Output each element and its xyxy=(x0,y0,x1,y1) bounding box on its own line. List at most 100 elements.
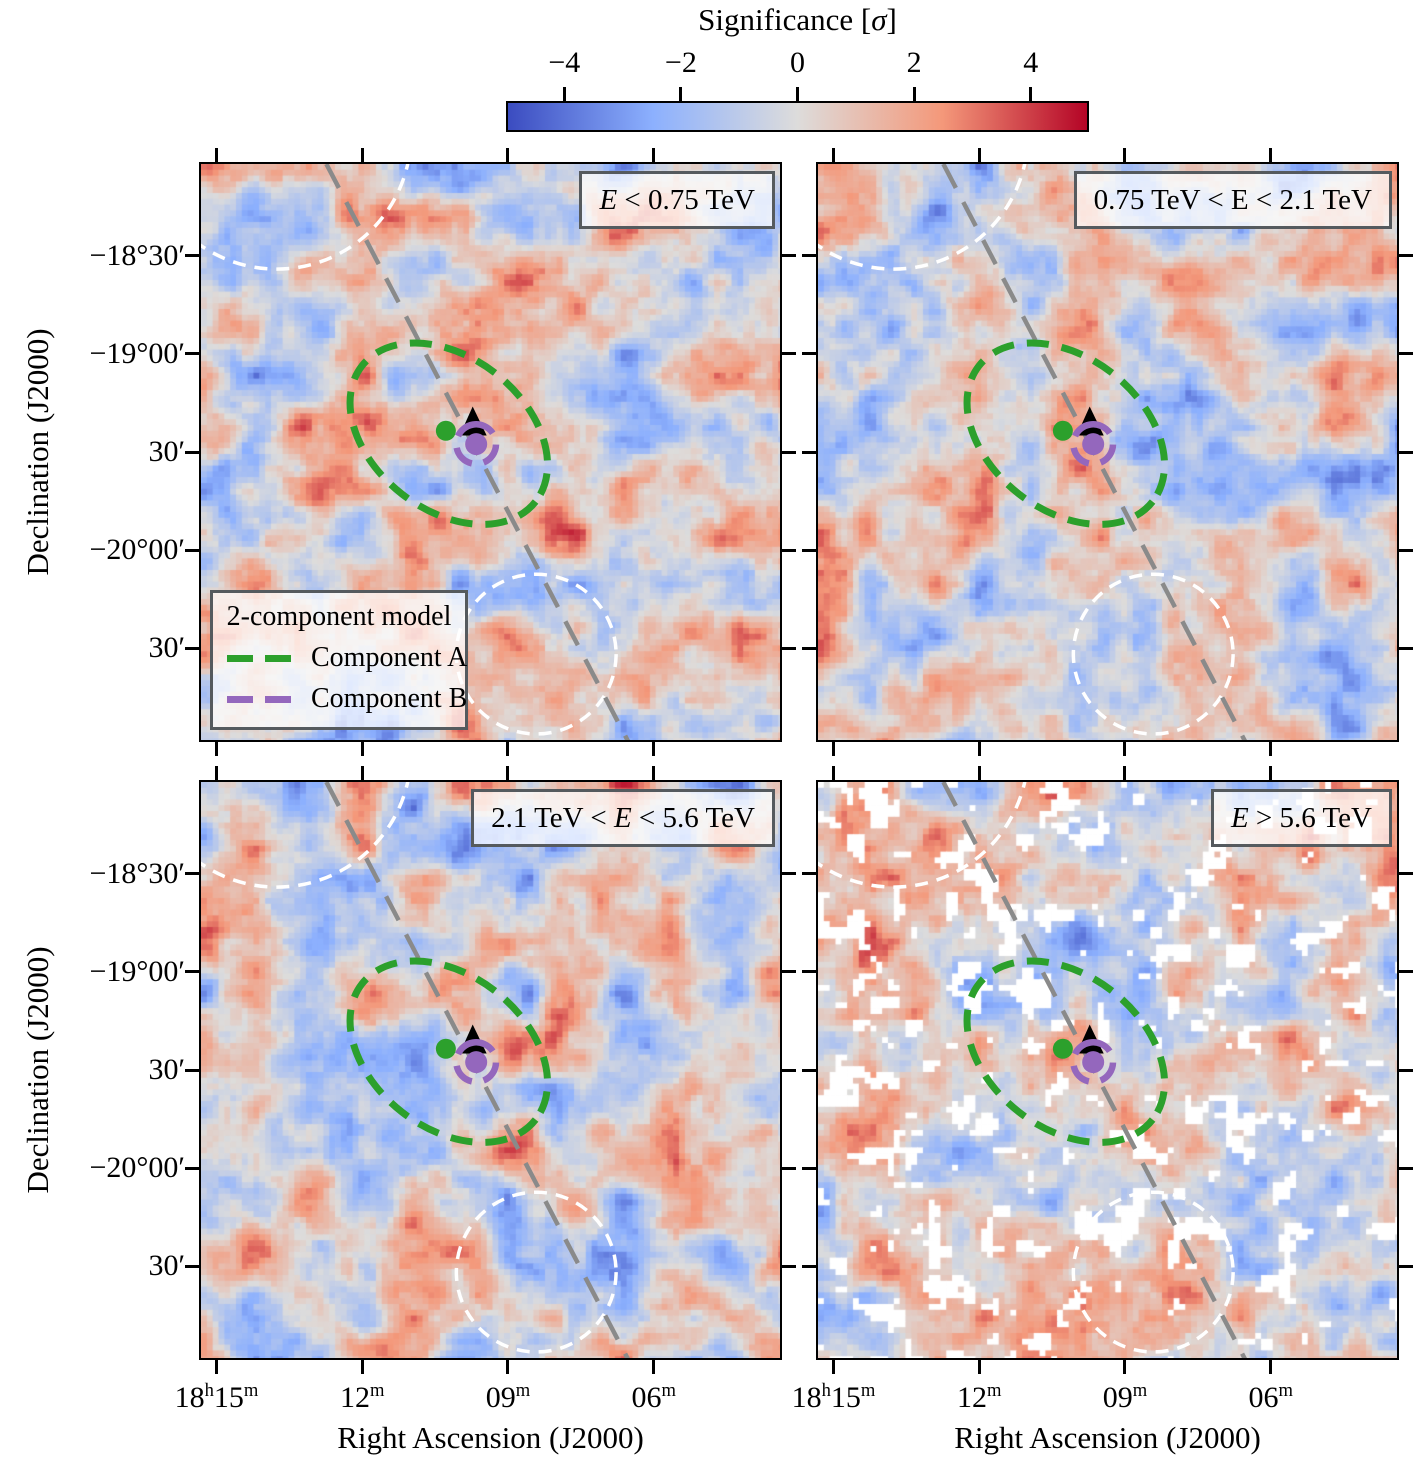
dec-tick-mark xyxy=(1399,1068,1413,1072)
source-marker-green-dot xyxy=(435,420,456,441)
panel-bottom-left: 2.1 TeV < E < 5.6 TeV xyxy=(185,766,796,1374)
dec-tick-mark xyxy=(802,548,816,552)
ra-tick-mark xyxy=(977,148,981,162)
panel-top-left: E < 0.75 TeV 2-component model Component A… xyxy=(185,148,796,756)
colorbar-tick-mark xyxy=(562,87,566,101)
white-dashed-circle-1 xyxy=(201,164,410,271)
y-axis-title-bottom: Declination (J2000) xyxy=(20,946,55,1194)
dec-tick-mark xyxy=(782,1068,796,1072)
source-marker-green-dot xyxy=(1052,420,1073,441)
ra-tick-mark xyxy=(360,1360,364,1374)
dec-tick-mark xyxy=(782,1264,796,1268)
dec-tick-mark xyxy=(185,970,199,974)
component-b-circle xyxy=(1070,1039,1117,1086)
significance-map-canvas xyxy=(818,782,1397,1358)
legend-dash-sample xyxy=(227,654,291,662)
dec-tick-mark xyxy=(802,1166,816,1170)
ra-tick-label: 09m xyxy=(485,1380,531,1414)
dec-tick-mark xyxy=(185,254,199,258)
white-dashed-circle-2 xyxy=(454,1190,618,1354)
ra-tick-mark xyxy=(506,1360,510,1374)
ra-tick-label: 18h15m xyxy=(791,1380,876,1414)
dec-tick-label: 30′ xyxy=(148,1249,185,1283)
source-marker-purple-dot xyxy=(1082,433,1105,456)
legend-box: 2-component model Component A Component B xyxy=(210,590,468,730)
dec-tick-mark xyxy=(1399,450,1413,454)
colorbar-tick-label: 4 xyxy=(1023,46,1039,79)
dec-tick-mark xyxy=(782,352,796,356)
dec-tick-mark xyxy=(782,970,796,974)
source-marker-green-dot xyxy=(435,1038,456,1059)
panel-top-right: 0.75 TeV < E < 2.1 TeV xyxy=(802,148,1413,756)
colorbar-tick-mark xyxy=(796,87,799,101)
ra-tick-mark xyxy=(360,148,364,162)
dec-tick-label: −19°00′ xyxy=(89,954,185,988)
ra-tick-mark xyxy=(652,766,656,780)
ra-tick-mark xyxy=(652,148,656,162)
ra-tick-mark xyxy=(831,148,835,162)
panel-energy-label: 0.75 TeV < E < 2.1 TeV xyxy=(1073,171,1392,230)
white-dashed-circle-2 xyxy=(1071,1190,1235,1354)
ra-tick-label: 06m xyxy=(1248,1380,1293,1414)
ra-tick-mark xyxy=(831,766,835,780)
ra-tick-mark xyxy=(214,1360,218,1374)
dec-tick-label: 30′ xyxy=(148,631,185,665)
ra-tick-label: 06m xyxy=(631,1380,676,1414)
significance-map-canvas xyxy=(201,782,780,1358)
dec-tick-mark xyxy=(185,646,199,650)
dec-tick-mark xyxy=(782,1166,796,1170)
component-b-circle xyxy=(453,1039,500,1086)
source-marker-purple-dot xyxy=(465,1051,488,1074)
component-b-circle xyxy=(1070,421,1117,468)
ra-tick-mark xyxy=(977,742,981,756)
dec-tick-label: −20°00′ xyxy=(89,533,185,567)
dec-tick-label: −19°00′ xyxy=(89,336,185,370)
dec-tick-mark xyxy=(802,1264,816,1268)
legend-dash xyxy=(227,695,253,703)
source-marker-purple-dot xyxy=(1082,1051,1105,1074)
dec-tick-mark xyxy=(1399,1264,1413,1268)
dec-tick-mark xyxy=(1399,872,1413,876)
dec-tick-mark xyxy=(185,1166,199,1170)
component-a-ellipse xyxy=(963,339,1169,528)
legend-entry-2: Component B xyxy=(223,683,467,715)
white-dashed-circle-1 xyxy=(201,782,410,889)
legend-dash xyxy=(265,654,291,662)
significance-map-canvas xyxy=(818,164,1397,740)
ra-tick-mark xyxy=(360,766,364,780)
colorbar-tick-label: −2 xyxy=(664,46,697,79)
legend-dash xyxy=(227,654,253,662)
x-axis-title-left: Right Ascension (J2000) xyxy=(337,1420,644,1455)
x-axis-title-right: Right Ascension (J2000) xyxy=(954,1420,1261,1455)
dec-tick-label: 30′ xyxy=(148,435,185,468)
y-axis-title-top: Declination (J2000) xyxy=(20,328,55,576)
dec-tick-mark xyxy=(1399,970,1413,974)
dec-tick-label: −18°30′ xyxy=(89,238,185,272)
colorbar-tick-label: −4 xyxy=(548,46,581,79)
ra-tick-mark xyxy=(1123,148,1127,162)
dec-tick-mark xyxy=(185,548,199,552)
legend-dash-sample xyxy=(227,695,291,703)
legend-entry-label: Component A xyxy=(311,642,468,673)
ra-tick-mark xyxy=(506,148,510,162)
dec-tick-mark xyxy=(1399,646,1413,650)
map-area-top-right xyxy=(816,162,1399,742)
legend-entry-1: Component A xyxy=(223,642,467,674)
overlay-svg xyxy=(818,782,1247,1358)
dec-tick-label: 30′ xyxy=(148,1053,185,1086)
dec-tick-mark xyxy=(802,254,816,258)
component-a-ellipse xyxy=(346,339,552,528)
overlay-svg xyxy=(201,782,630,1358)
dec-tick-mark xyxy=(185,1264,199,1268)
white-dashed-circle-1 xyxy=(818,164,1027,271)
dec-tick-mark xyxy=(802,646,816,650)
white-dashed-circle-1 xyxy=(818,782,1027,889)
ra-tick-mark xyxy=(652,742,656,756)
dec-tick-mark xyxy=(782,872,796,876)
dec-tick-mark xyxy=(802,970,816,974)
ra-tick-mark xyxy=(831,742,835,756)
dec-tick-mark xyxy=(782,548,796,552)
ra-tick-mark xyxy=(360,742,364,756)
overlay-svg xyxy=(201,164,630,740)
